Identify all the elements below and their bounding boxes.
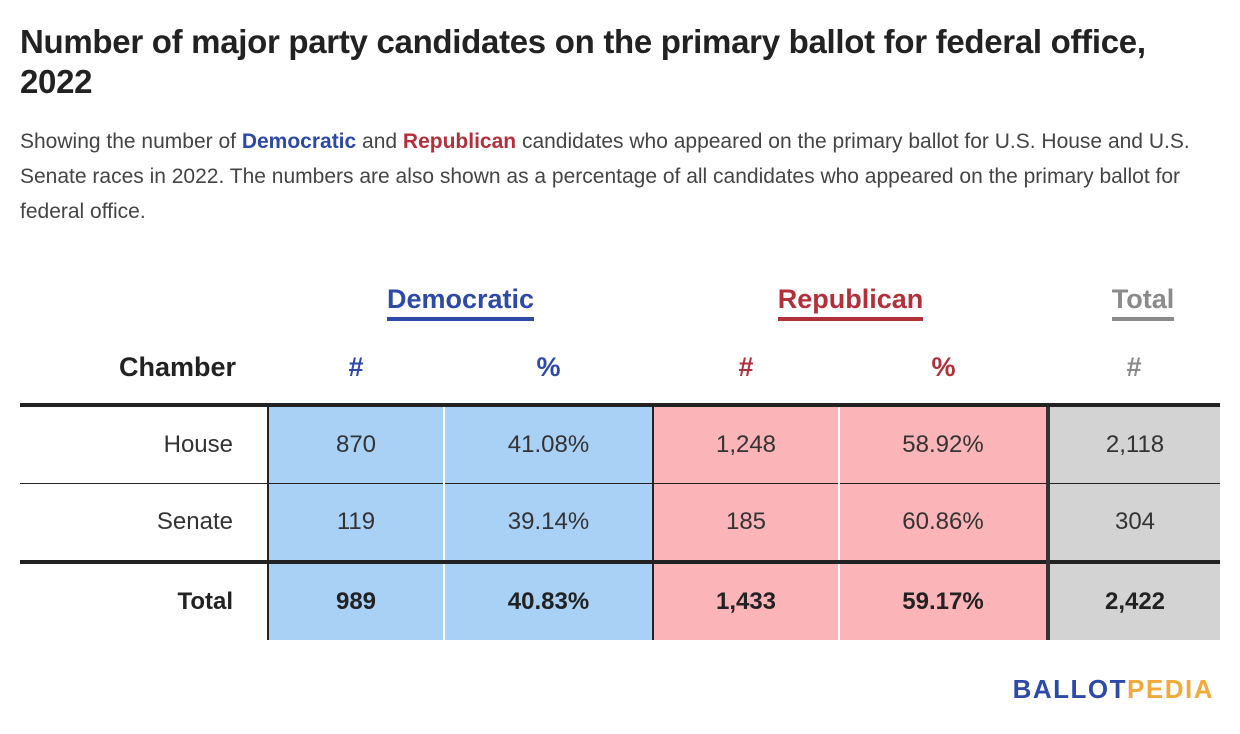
group-header-total: Total xyxy=(1048,282,1238,321)
cell-total-dem-percent: 40.83% xyxy=(443,560,653,640)
logo-text-ballot: BALLOT xyxy=(1012,674,1128,704)
table-row-total: Total 989 40.83% 1,433 59.17% 2,422 xyxy=(20,560,1220,640)
cell-senate-total-count: 304 xyxy=(1046,483,1220,562)
group-label-total: Total xyxy=(1111,282,1175,321)
logo-text-pedia: PEDIA xyxy=(1127,674,1214,704)
cell-senate-dem-count: 119 xyxy=(267,483,444,562)
row-label-house: House xyxy=(20,403,268,484)
group-label-republican: Republican xyxy=(777,282,924,321)
cell-total-total-count: 2,422 xyxy=(1046,560,1220,640)
cell-senate-rep-percent: 60.86% xyxy=(838,483,1048,562)
cell-total-rep-percent: 59.17% xyxy=(838,560,1048,640)
cell-total-dem-count: 989 xyxy=(267,560,444,640)
row-label-total: Total xyxy=(20,560,268,640)
chart-subtitle: Showing the number of Democratic and Rep… xyxy=(20,124,1190,229)
group-header-republican: Republican xyxy=(653,282,1048,321)
cell-senate-rep-count: 185 xyxy=(652,483,839,562)
ballotpedia-logo: BALLOTPEDIA xyxy=(1013,674,1214,704)
group-header-democratic: Democratic xyxy=(268,282,653,321)
column-header-dem-count: # xyxy=(348,352,364,382)
cell-total-rep-count: 1,433 xyxy=(652,560,839,640)
group-label-democratic: Democratic xyxy=(386,282,535,321)
subtitle-democratic-word: Democratic xyxy=(241,130,357,153)
column-header-total-count: # xyxy=(1126,352,1142,382)
table-row-senate: Senate 119 39.14% 185 60.86% 304 xyxy=(20,483,1220,562)
subtitle-text-2: and xyxy=(356,130,403,153)
cell-house-rep-count: 1,248 xyxy=(652,403,839,484)
data-table: House 870 41.08% 1,248 58.92% 2,118 Sena… xyxy=(20,403,1220,640)
cell-house-total-count: 2,118 xyxy=(1046,403,1220,484)
chart-title: Number of major party candidates on the … xyxy=(20,23,1146,100)
cell-house-dem-percent: 41.08% xyxy=(443,403,653,484)
subtitle-text-1: Showing the number of xyxy=(20,130,242,153)
column-header-dem-percent: % xyxy=(536,352,561,382)
subtitle-text-3: candidates who appeared on the primary b… xyxy=(20,130,1190,223)
column-header-rep-count: # xyxy=(738,352,754,382)
column-header-rep-percent: % xyxy=(931,352,956,382)
cell-house-rep-percent: 58.92% xyxy=(838,403,1048,484)
column-header-chamber: Chamber xyxy=(118,352,236,382)
row-label-senate: Senate xyxy=(20,483,268,562)
cell-senate-dem-percent: 39.14% xyxy=(443,483,653,562)
subtitle-republican-word: Republican xyxy=(402,130,517,153)
cell-house-dem-count: 870 xyxy=(267,403,444,484)
table-row-house: House 870 41.08% 1,248 58.92% 2,118 xyxy=(20,403,1220,484)
